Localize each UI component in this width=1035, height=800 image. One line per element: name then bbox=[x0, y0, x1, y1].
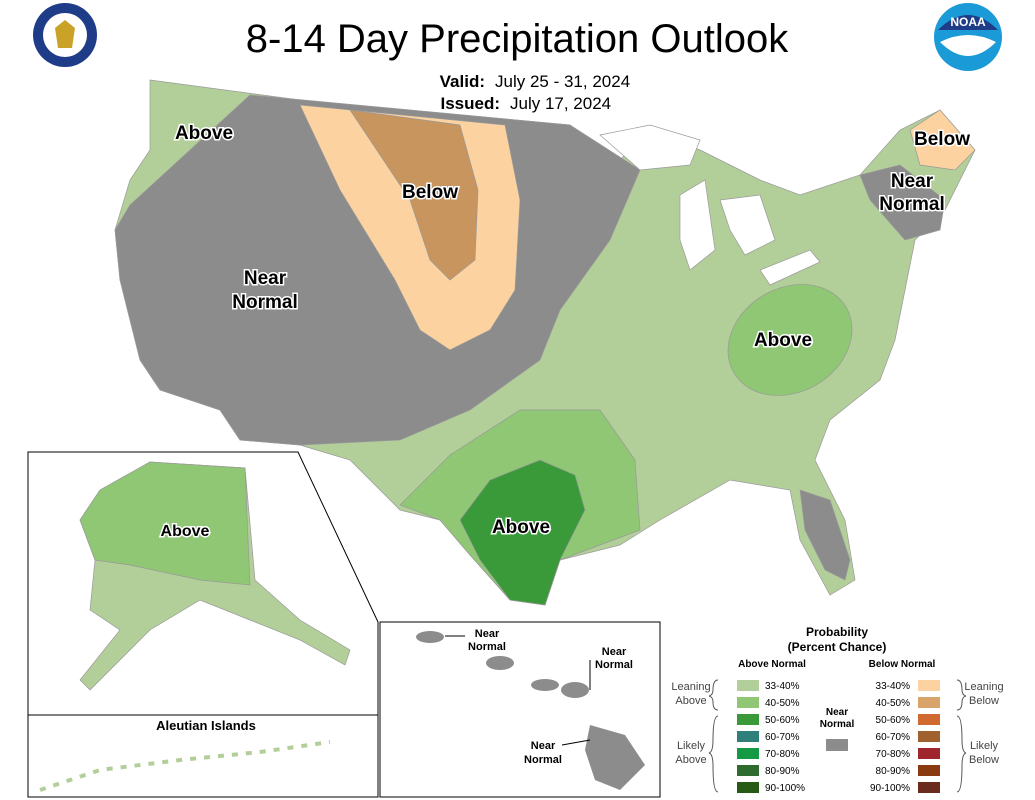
legend-range: 50-60% bbox=[876, 715, 911, 726]
legend-swatch bbox=[737, 714, 759, 725]
legend: Probability (Percent Chance) Above Norma… bbox=[671, 625, 1003, 794]
legend-swatch bbox=[918, 731, 940, 742]
title: 8-14 Day Precipitation Outlook bbox=[246, 17, 790, 61]
legend-swatch bbox=[918, 697, 940, 708]
legend-range: 50-60% bbox=[765, 715, 800, 726]
commerce-seal bbox=[33, 3, 97, 67]
legend-group: Above bbox=[675, 695, 706, 707]
region-label: Near bbox=[531, 740, 556, 752]
region-label: Normal bbox=[232, 292, 297, 313]
region-label: Normal bbox=[524, 754, 562, 766]
region-label: Above bbox=[754, 330, 812, 351]
legend-swatch bbox=[737, 782, 759, 793]
valid-dates: July 25 - 31, 2024 bbox=[495, 72, 630, 91]
conus bbox=[114, 79, 976, 606]
legend-range: 70-80% bbox=[876, 749, 911, 760]
legend-swatch bbox=[918, 782, 940, 793]
legend-swatch bbox=[737, 748, 759, 759]
valid-label: Valid: bbox=[440, 72, 485, 91]
legend-swatch bbox=[737, 680, 759, 691]
legend-swatch bbox=[918, 748, 940, 759]
legend-subtitle: (Percent Chance) bbox=[788, 640, 887, 654]
legend-swatch bbox=[737, 731, 759, 742]
legend-swatch bbox=[918, 680, 940, 691]
legend-group: Likely bbox=[970, 740, 999, 752]
region-label: Near bbox=[244, 268, 287, 289]
legend-range: 90-100% bbox=[870, 783, 910, 794]
region-label: Near bbox=[475, 628, 500, 640]
alaska-inset: Above Aleutian Islands bbox=[27, 451, 379, 798]
map-labels: Above Below Near Normal Below Near Norma… bbox=[173, 122, 971, 540]
legend-group: Below bbox=[969, 754, 999, 766]
legend-range: 80-90% bbox=[765, 766, 800, 777]
legend-range: 80-90% bbox=[876, 766, 911, 777]
region-label: Near bbox=[891, 171, 934, 192]
legend-swatch bbox=[737, 765, 759, 776]
legend-range: 40-50% bbox=[876, 698, 911, 709]
noaa-logo-text: NOAA bbox=[950, 15, 986, 29]
legend-range: 60-70% bbox=[876, 732, 911, 743]
legend-title: Probability bbox=[806, 625, 868, 639]
region-label: Above bbox=[175, 123, 233, 144]
region-label: Below bbox=[914, 129, 970, 150]
legend-range: 33-40% bbox=[876, 681, 911, 692]
hawaii-inset: Near Normal Near Normal Near Normal bbox=[379, 621, 661, 798]
legend-header: Below Normal bbox=[869, 659, 936, 670]
legend-near: Normal bbox=[820, 719, 855, 730]
legend-group: Likely bbox=[677, 740, 706, 752]
legend-swatch bbox=[918, 765, 940, 776]
legend-swatch bbox=[737, 697, 759, 708]
legend-near: Near bbox=[826, 707, 848, 718]
legend-range: 60-70% bbox=[765, 732, 800, 743]
region-label: Normal bbox=[595, 659, 633, 671]
region-label: Normal bbox=[468, 641, 506, 653]
region-label: Near bbox=[602, 646, 627, 658]
inset-title: Aleutian Islands bbox=[156, 718, 256, 733]
region-label: Normal bbox=[879, 194, 944, 215]
legend-range: 90-100% bbox=[765, 783, 805, 794]
legend-group: Leaning bbox=[671, 681, 710, 693]
issued-label: Issued: bbox=[440, 94, 500, 113]
region-label: Above bbox=[161, 523, 210, 540]
legend-range: 33-40% bbox=[765, 681, 800, 692]
legend-brace bbox=[708, 679, 967, 793]
noaa-logo: NOAA bbox=[934, 3, 1002, 71]
legend-header: Above Normal bbox=[738, 659, 806, 670]
legend-swatch bbox=[826, 739, 848, 751]
legend-swatch bbox=[918, 714, 940, 725]
legend-group: Leaning bbox=[964, 681, 1003, 693]
legend-range: 70-80% bbox=[765, 749, 800, 760]
issued-date: July 17, 2024 bbox=[510, 94, 611, 113]
legend-group: Above bbox=[675, 754, 706, 766]
region-label: Above bbox=[492, 517, 550, 538]
legend-range: 40-50% bbox=[765, 698, 800, 709]
region-label: Below bbox=[402, 182, 458, 203]
legend-group: Below bbox=[969, 695, 999, 707]
